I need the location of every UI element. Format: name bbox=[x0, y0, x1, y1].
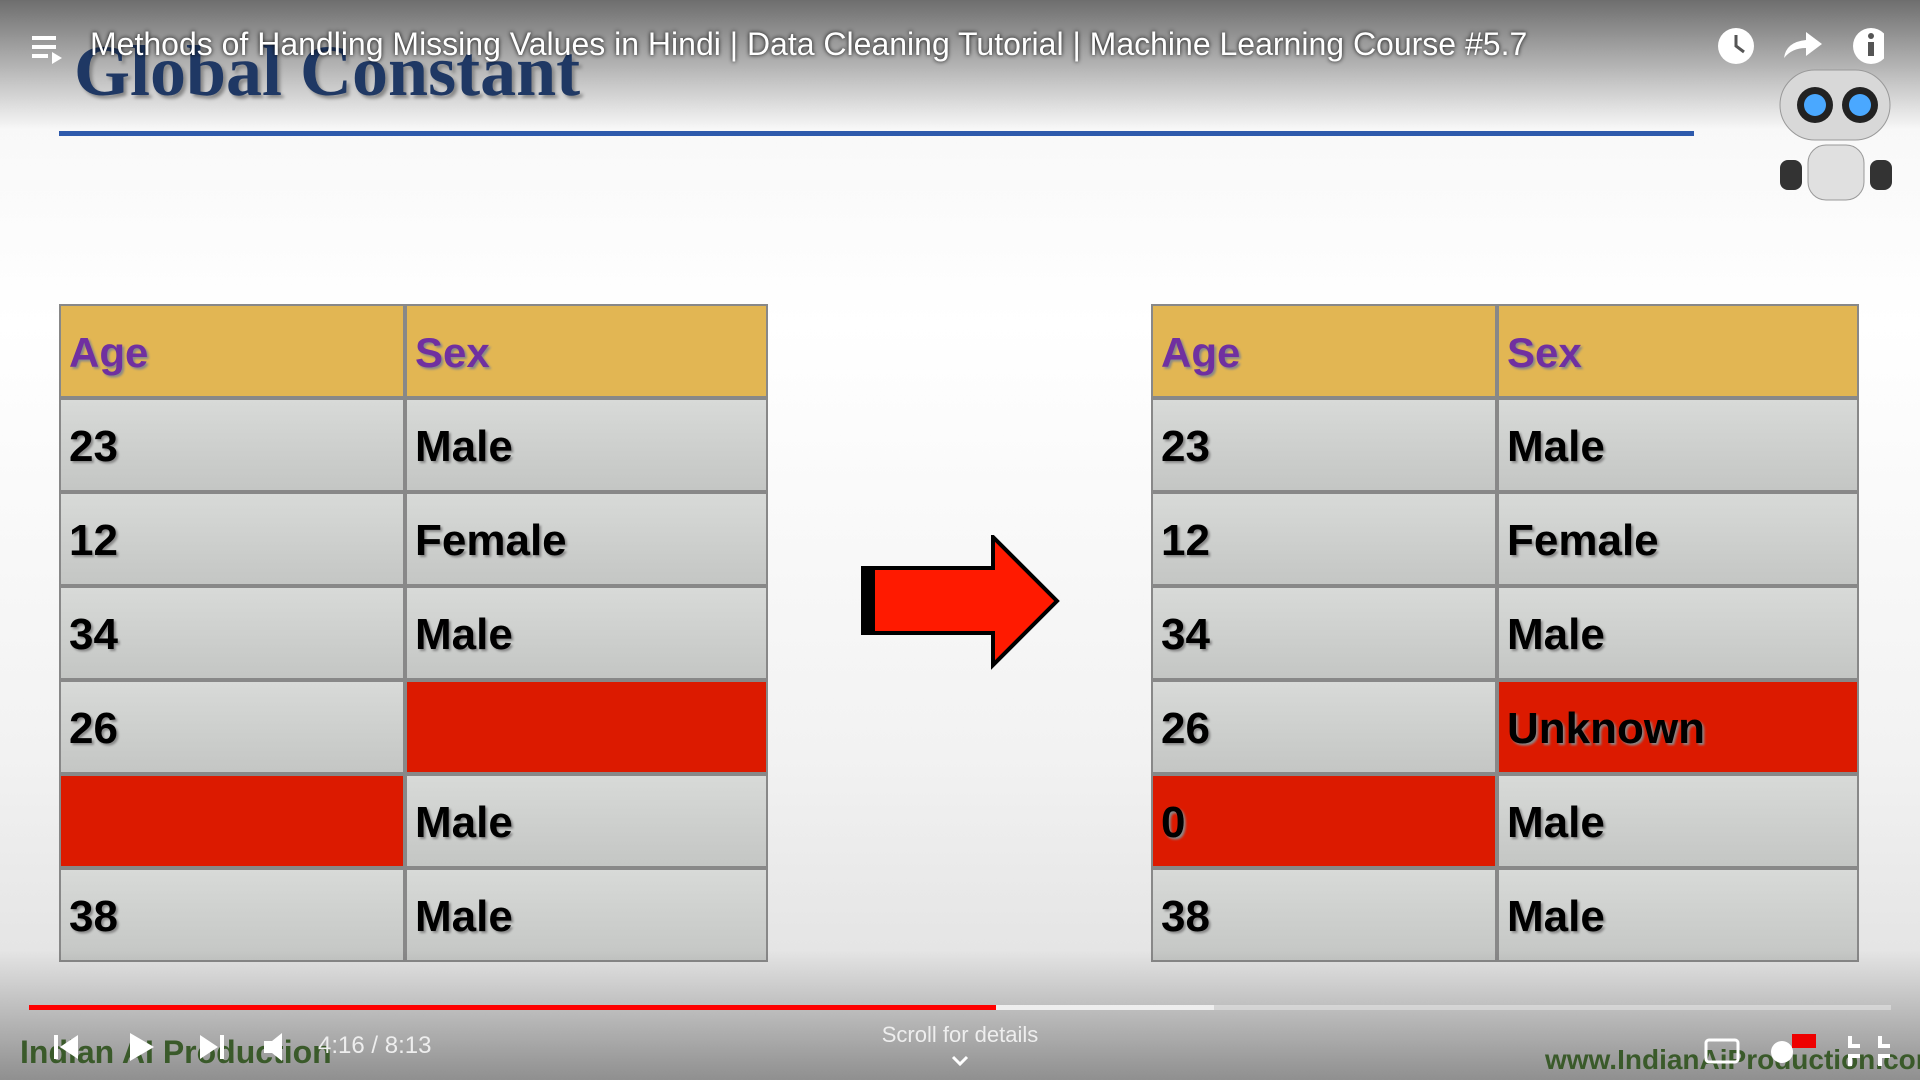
chevron bbox=[951, 1055, 969, 1067]
title-rule bbox=[59, 131, 1694, 136]
table-cell: 12 bbox=[59, 492, 405, 586]
table-cell: 38 bbox=[1151, 868, 1497, 962]
robot-logo bbox=[1779, 69, 1892, 201]
table-cell: 26 bbox=[59, 680, 405, 774]
website: www.IndianAiProduction.com bbox=[1545, 1044, 1920, 1075]
table-cell: Male bbox=[405, 586, 768, 680]
table-cell: Male bbox=[405, 868, 768, 962]
scroll-hint[interactable]: Scroll for details bbox=[881, 1022, 1039, 1047]
menu-icon[interactable] bbox=[30, 30, 66, 66]
table-cell: 23 bbox=[59, 398, 405, 492]
table-cell: 23 bbox=[1151, 398, 1497, 492]
header-cell: Sex bbox=[1497, 304, 1859, 398]
header-cell: Age bbox=[59, 304, 405, 398]
table-cell: Male bbox=[1497, 774, 1859, 868]
player-controls bbox=[0, 950, 1920, 1080]
top-gradient bbox=[0, 0, 1920, 130]
video-title[interactable]: Methods of Handling Missing Values in Hi… bbox=[90, 26, 1528, 62]
table-cell: 34 bbox=[1151, 586, 1497, 680]
right-controls[interactable] bbox=[1700, 1030, 1900, 1070]
table-cell: 38 bbox=[59, 868, 405, 962]
table-cell: 26 bbox=[1151, 680, 1497, 774]
arrow bbox=[861, 535, 1060, 670]
filled-cell: Unknown bbox=[1497, 680, 1859, 774]
table-cell: Female bbox=[1497, 492, 1859, 586]
header-cell: Sex bbox=[405, 304, 768, 398]
top-icons[interactable] bbox=[1714, 26, 1884, 66]
table-cell: 34 bbox=[59, 586, 405, 680]
progress-played bbox=[29, 1005, 996, 1010]
filled-cell: 0 bbox=[1151, 774, 1497, 868]
header-cell: Age bbox=[1151, 304, 1497, 398]
filled-cell bbox=[405, 680, 768, 774]
table-cell: Male bbox=[1497, 868, 1859, 962]
table-cell: Male bbox=[405, 398, 768, 492]
table-cell: Male bbox=[1497, 586, 1859, 680]
filled-cell bbox=[59, 774, 405, 868]
time-display: 4:16 / 8:13 bbox=[318, 1032, 432, 1059]
table-cell: Female bbox=[405, 492, 768, 586]
table-cell: Male bbox=[405, 774, 768, 868]
slide-title: Global Constant bbox=[74, 31, 581, 111]
table-cell: Male bbox=[1497, 398, 1859, 492]
playback-buttons[interactable] bbox=[50, 1027, 290, 1067]
table-cell: 12 bbox=[1151, 492, 1497, 586]
